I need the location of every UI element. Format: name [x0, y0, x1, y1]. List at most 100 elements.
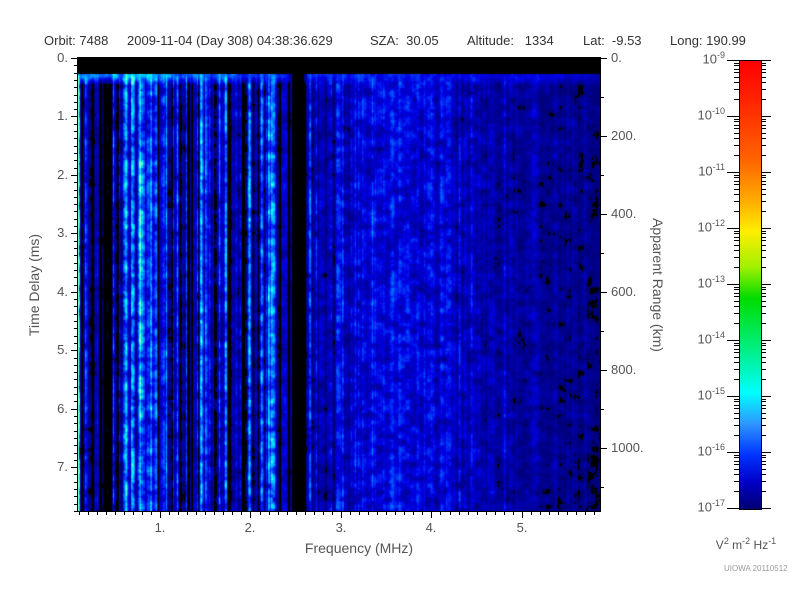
x-minor-tick	[495, 512, 496, 515]
y-left-major-tick	[71, 409, 77, 410]
cbar-tick-label: 10-11	[698, 162, 725, 179]
cbar-tick-label: 10-14	[697, 330, 725, 347]
x-minor-tick	[314, 512, 315, 515]
cbar-minor-tick	[761, 352, 766, 353]
cbar-minor-tick	[734, 189, 739, 190]
cbar-minor-tick	[734, 474, 739, 475]
cbar-minor-tick	[734, 461, 739, 462]
cbar-minor-tick	[761, 455, 766, 456]
y-left-minor-tick	[74, 365, 77, 366]
cbar-minor-tick	[734, 287, 739, 288]
cbar-minor-tick	[761, 177, 766, 178]
cbar-minor-tick	[761, 125, 766, 126]
x-minor-tick	[287, 512, 288, 515]
x-axis-title: Frequency (MHz)	[304, 540, 414, 556]
x-major-tick	[431, 512, 432, 518]
cbar-major-tick	[761, 116, 771, 117]
y-left-minor-tick	[74, 263, 77, 264]
cbar-minor-tick	[761, 287, 766, 288]
x-minor-tick	[513, 512, 514, 515]
y-left-minor-tick	[74, 109, 77, 110]
y-left-minor-tick	[74, 460, 77, 461]
cbar-minor-tick	[734, 99, 739, 100]
y-left-tick-label: 7.	[57, 459, 68, 474]
y-left-minor-tick	[74, 241, 77, 242]
cbar-minor-tick	[734, 211, 739, 212]
x-minor-tick	[115, 512, 116, 515]
x-minor-tick	[97, 512, 98, 515]
x-minor-tick	[504, 512, 505, 515]
cbar-minor-tick	[734, 481, 739, 482]
cbar-tick-label: 10-17	[697, 498, 725, 515]
cbar-minor-tick	[761, 257, 766, 258]
y-left-minor-tick	[74, 474, 77, 475]
cbar-minor-tick	[761, 306, 766, 307]
cbar-tick-label: 10-15	[697, 386, 725, 403]
x-minor-tick	[359, 512, 360, 515]
cbar-major-tick	[761, 60, 771, 61]
y-left-minor-tick	[74, 387, 77, 388]
cbar-minor-tick	[761, 99, 766, 100]
colorbar-unit-label: V2 m-2 Hz-1	[715, 536, 777, 552]
cbar-minor-tick	[734, 65, 739, 66]
x-tick-label: 1.	[154, 520, 166, 535]
x-minor-tick	[594, 512, 595, 515]
x-minor-tick	[558, 512, 559, 515]
header-altitude: Altitude: 1334	[467, 33, 554, 48]
cbar-minor-tick	[734, 184, 739, 185]
x-major-tick	[341, 512, 342, 518]
cbar-minor-tick	[734, 306, 739, 307]
x-minor-tick	[549, 512, 550, 515]
y-left-minor-tick	[74, 321, 77, 322]
y-left-minor-tick	[74, 328, 77, 329]
cbar-tick-label: 10-9	[702, 50, 725, 67]
x-minor-tick	[540, 512, 541, 515]
cbar-major-tick	[727, 228, 739, 229]
y-left-minor-tick	[74, 511, 77, 512]
cbar-minor-tick	[761, 175, 766, 176]
cbar-tick-label: 10-10	[697, 106, 725, 123]
cbar-minor-tick	[761, 345, 766, 346]
cbar-minor-tick	[734, 89, 739, 90]
cbar-minor-tick	[761, 323, 766, 324]
cbar-minor-tick	[761, 461, 766, 462]
y-left-tick-label: 6.	[57, 401, 68, 416]
y-left-minor-tick	[74, 73, 77, 74]
y-left-minor-tick	[74, 204, 77, 205]
y-left-minor-tick	[74, 285, 77, 286]
cbar-major-tick	[727, 508, 739, 509]
y-left-minor-tick	[74, 226, 77, 227]
cbar-minor-tick	[761, 121, 766, 122]
cbar-minor-tick	[761, 464, 766, 465]
x-minor-tick	[151, 512, 152, 515]
cbar-major-tick	[761, 172, 771, 173]
cbar-minor-tick	[734, 155, 739, 156]
x-minor-tick	[459, 512, 460, 515]
y-left-minor-tick	[74, 445, 77, 446]
cbar-major-tick	[761, 284, 771, 285]
x-tick-label: 3.	[335, 520, 347, 535]
cbar-minor-tick	[761, 181, 766, 182]
cbar-minor-tick	[761, 481, 766, 482]
cbar-minor-tick	[734, 369, 739, 370]
y-left-minor-tick	[74, 401, 77, 402]
x-minor-tick	[178, 512, 179, 515]
y-left-minor-tick	[74, 102, 77, 103]
y-left-minor-tick	[74, 95, 77, 96]
x-major-tick	[250, 512, 251, 518]
x-minor-tick	[241, 512, 242, 515]
y-left-minor-tick	[74, 153, 77, 154]
cbar-minor-tick	[734, 455, 739, 456]
cbar-minor-tick	[734, 250, 739, 251]
y-right-minor-tick	[601, 409, 604, 410]
y-left-minor-tick	[74, 504, 77, 505]
cbar-minor-tick	[734, 257, 739, 258]
y-left-minor-tick	[74, 197, 77, 198]
cbar-minor-tick	[761, 82, 766, 83]
x-minor-tick	[477, 512, 478, 515]
cbar-minor-tick	[734, 352, 739, 353]
x-minor-tick	[260, 512, 261, 515]
y-left-minor-tick	[74, 482, 77, 483]
y-left-minor-tick	[74, 314, 77, 315]
